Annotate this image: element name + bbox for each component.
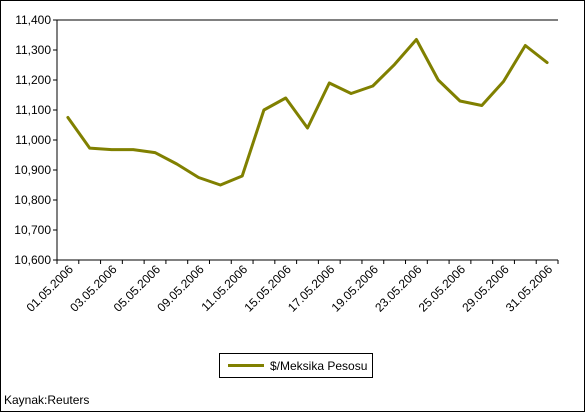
- y-tick-label: 10,600: [14, 253, 51, 267]
- y-tick-label: 10,900: [14, 163, 51, 177]
- y-tick-label: 11,100: [15, 103, 51, 117]
- y-tick-label: 11,300: [15, 43, 51, 57]
- y-tick-label: 10,700: [14, 223, 51, 237]
- y-tick-label: 10,800: [14, 193, 51, 207]
- y-tick-label: 11,000: [15, 133, 51, 147]
- legend: $/Meksika Pesosu: [219, 353, 373, 378]
- legend-label: $/Meksika Pesosu: [270, 358, 368, 373]
- x-tick-label: 31.05.2006: [503, 262, 556, 315]
- x-tick-label: 09.05.2006: [154, 262, 207, 315]
- y-tick-label: 11,400: [15, 13, 51, 27]
- series-line: [66, 38, 549, 187]
- y-tick-label: 11,200: [15, 73, 51, 87]
- source-note: Kaynak:Reuters: [4, 393, 90, 407]
- legend-swatch: [228, 364, 264, 367]
